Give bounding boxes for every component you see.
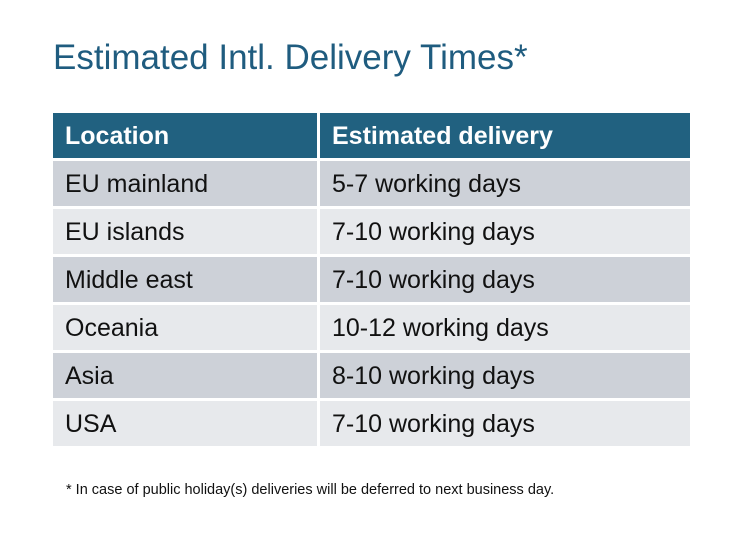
delivery-table: Location Estimated delivery EU mainland 5… xyxy=(53,113,690,446)
cell-delivery: 10-12 working days xyxy=(320,305,690,350)
cell-delivery: 7-10 working days xyxy=(320,209,690,254)
cell-location: Middle east xyxy=(53,257,317,302)
cell-location: USA xyxy=(53,401,317,446)
cell-delivery: 5-7 working days xyxy=(320,161,690,206)
page-title: Estimated Intl. Delivery Times* xyxy=(53,38,528,77)
cell-location: Oceania xyxy=(53,305,317,350)
header-estimated-delivery: Estimated delivery xyxy=(320,113,690,158)
cell-delivery: 7-10 working days xyxy=(320,257,690,302)
footnote: * In case of public holiday(s) deliverie… xyxy=(66,482,555,498)
cell-delivery: 8-10 working days xyxy=(320,353,690,398)
cell-delivery: 7-10 working days xyxy=(320,401,690,446)
cell-location: Asia xyxy=(53,353,317,398)
cell-location: EU islands xyxy=(53,209,317,254)
cell-location: EU mainland xyxy=(53,161,317,206)
header-location: Location xyxy=(53,113,317,158)
